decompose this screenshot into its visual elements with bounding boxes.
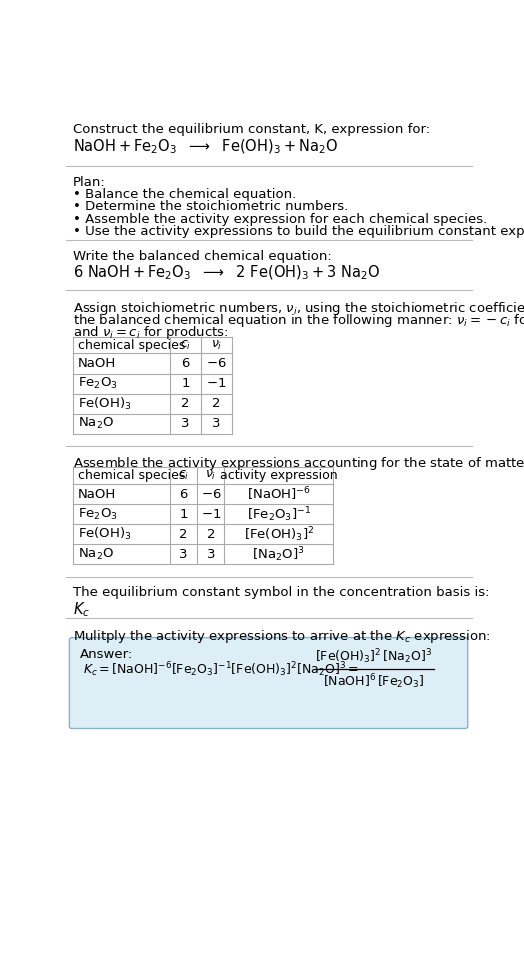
Text: $\nu_i$: $\nu_i$: [205, 469, 216, 482]
Text: activity expression: activity expression: [220, 469, 337, 482]
Text: and $\nu_i = c_i$ for products:: and $\nu_i = c_i$ for products:: [73, 325, 229, 341]
Text: $[\mathrm{NaOH}]^{-6}$: $[\mathrm{NaOH}]^{-6}$: [247, 485, 311, 504]
Text: $-1$: $-1$: [206, 377, 227, 390]
Text: $-6$: $-6$: [206, 357, 227, 370]
Text: 1: 1: [179, 508, 188, 521]
Text: 2: 2: [206, 528, 215, 541]
Text: 2: 2: [181, 397, 190, 410]
Text: $[\mathrm{Fe(OH)_3}]^{2}$: $[\mathrm{Fe(OH)_3}]^{2}$: [244, 525, 314, 544]
Text: 6: 6: [181, 357, 190, 370]
FancyBboxPatch shape: [69, 638, 468, 728]
Text: 2: 2: [179, 528, 188, 541]
Text: Construct the equilibrium constant, K, expression for:: Construct the equilibrium constant, K, e…: [73, 123, 430, 136]
Text: Assign stoichiometric numbers, $\nu_i$, using the stoichiometric coefficients, $: Assign stoichiometric numbers, $\nu_i$, …: [73, 299, 524, 317]
Text: 6: 6: [180, 488, 188, 501]
Text: Assemble the activity expressions accounting for the state of matter and $\nu_i$: Assemble the activity expressions accoun…: [73, 455, 524, 472]
Text: $\nu_i$: $\nu_i$: [211, 338, 222, 351]
Text: • Balance the chemical equation.: • Balance the chemical equation.: [73, 188, 297, 201]
Text: 1: 1: [181, 377, 190, 390]
Text: $[\mathrm{NaOH}]^6\, [\mathrm{Fe_2O_3}]$: $[\mathrm{NaOH}]^6\, [\mathrm{Fe_2O_3}]$: [323, 672, 425, 690]
Text: 3: 3: [179, 548, 188, 561]
Text: the balanced chemical equation in the following manner: $\nu_i = -c_i$ for react: the balanced chemical equation in the fo…: [73, 312, 524, 329]
Text: $[\mathrm{Fe(OH)_3}]^2\, [\mathrm{Na_2O}]^3$: $[\mathrm{Fe(OH)_3}]^2\, [\mathrm{Na_2O}…: [315, 647, 433, 666]
Text: $\mathrm{NaOH + Fe_2O_3}$  $\longrightarrow$  $\mathrm{Fe(OH)_3 + Na_2O}$: $\mathrm{NaOH + Fe_2O_3}$ $\longrightarr…: [73, 137, 338, 155]
Text: Answer:: Answer:: [80, 648, 133, 661]
Text: • Determine the stoichiometric numbers.: • Determine the stoichiometric numbers.: [73, 200, 348, 213]
Text: $c_i$: $c_i$: [180, 338, 191, 351]
Text: 3: 3: [181, 417, 190, 430]
Text: $[\mathrm{Na_2O}]^{3}$: $[\mathrm{Na_2O}]^{3}$: [253, 545, 305, 563]
Text: $[\mathrm{Fe_2O_3}]^{-1}$: $[\mathrm{Fe_2O_3}]^{-1}$: [246, 505, 311, 524]
Text: • Use the activity expressions to build the equilibrium constant expression.: • Use the activity expressions to build …: [73, 225, 524, 238]
Text: 2: 2: [212, 397, 221, 410]
Text: chemical species: chemical species: [78, 339, 185, 351]
Text: $\mathrm{Fe(OH)_3}$: $\mathrm{Fe(OH)_3}$: [78, 396, 132, 411]
Text: • Assemble the activity expression for each chemical species.: • Assemble the activity expression for e…: [73, 213, 487, 225]
Text: NaOH: NaOH: [78, 488, 116, 501]
Text: Mulitply the activity expressions to arrive at the $K_c$ expression:: Mulitply the activity expressions to arr…: [73, 628, 491, 644]
Text: $\mathrm{Na_2O}$: $\mathrm{Na_2O}$: [78, 416, 114, 431]
Text: $\mathrm{Fe_2O_3}$: $\mathrm{Fe_2O_3}$: [78, 376, 118, 391]
Text: $\mathrm{Fe_2O_3}$: $\mathrm{Fe_2O_3}$: [78, 507, 118, 522]
Text: $c_i$: $c_i$: [178, 469, 189, 482]
Text: 3: 3: [212, 417, 221, 430]
Text: 3: 3: [206, 548, 215, 561]
Text: chemical species: chemical species: [78, 469, 185, 482]
Text: $\mathrm{Fe(OH)_3}$: $\mathrm{Fe(OH)_3}$: [78, 527, 132, 542]
Text: $K_c = [\mathrm{NaOH}]^{-6} [\mathrm{Fe_2O_3}]^{-1}[\mathrm{Fe(OH)_3}]^2 [\mathr: $K_c = [\mathrm{NaOH}]^{-6} [\mathrm{Fe_…: [83, 660, 358, 679]
Text: $\mathrm{6\ NaOH + Fe_2O_3}$  $\longrightarrow$  $\mathrm{2\ Fe(OH)_3 + 3\ Na_2O: $\mathrm{6\ NaOH + Fe_2O_3}$ $\longright…: [73, 264, 380, 282]
Bar: [73, 336, 232, 433]
Text: Write the balanced chemical equation:: Write the balanced chemical equation:: [73, 249, 332, 263]
Text: Plan:: Plan:: [73, 175, 106, 189]
Text: $K_c$: $K_c$: [73, 600, 90, 618]
Text: $-1$: $-1$: [201, 508, 221, 521]
Text: The equilibrium constant symbol in the concentration basis is:: The equilibrium constant symbol in the c…: [73, 586, 490, 599]
Text: $-6$: $-6$: [201, 488, 221, 501]
Bar: [73, 467, 333, 564]
Text: $\mathrm{Na_2O}$: $\mathrm{Na_2O}$: [78, 547, 114, 562]
Text: NaOH: NaOH: [78, 357, 116, 370]
